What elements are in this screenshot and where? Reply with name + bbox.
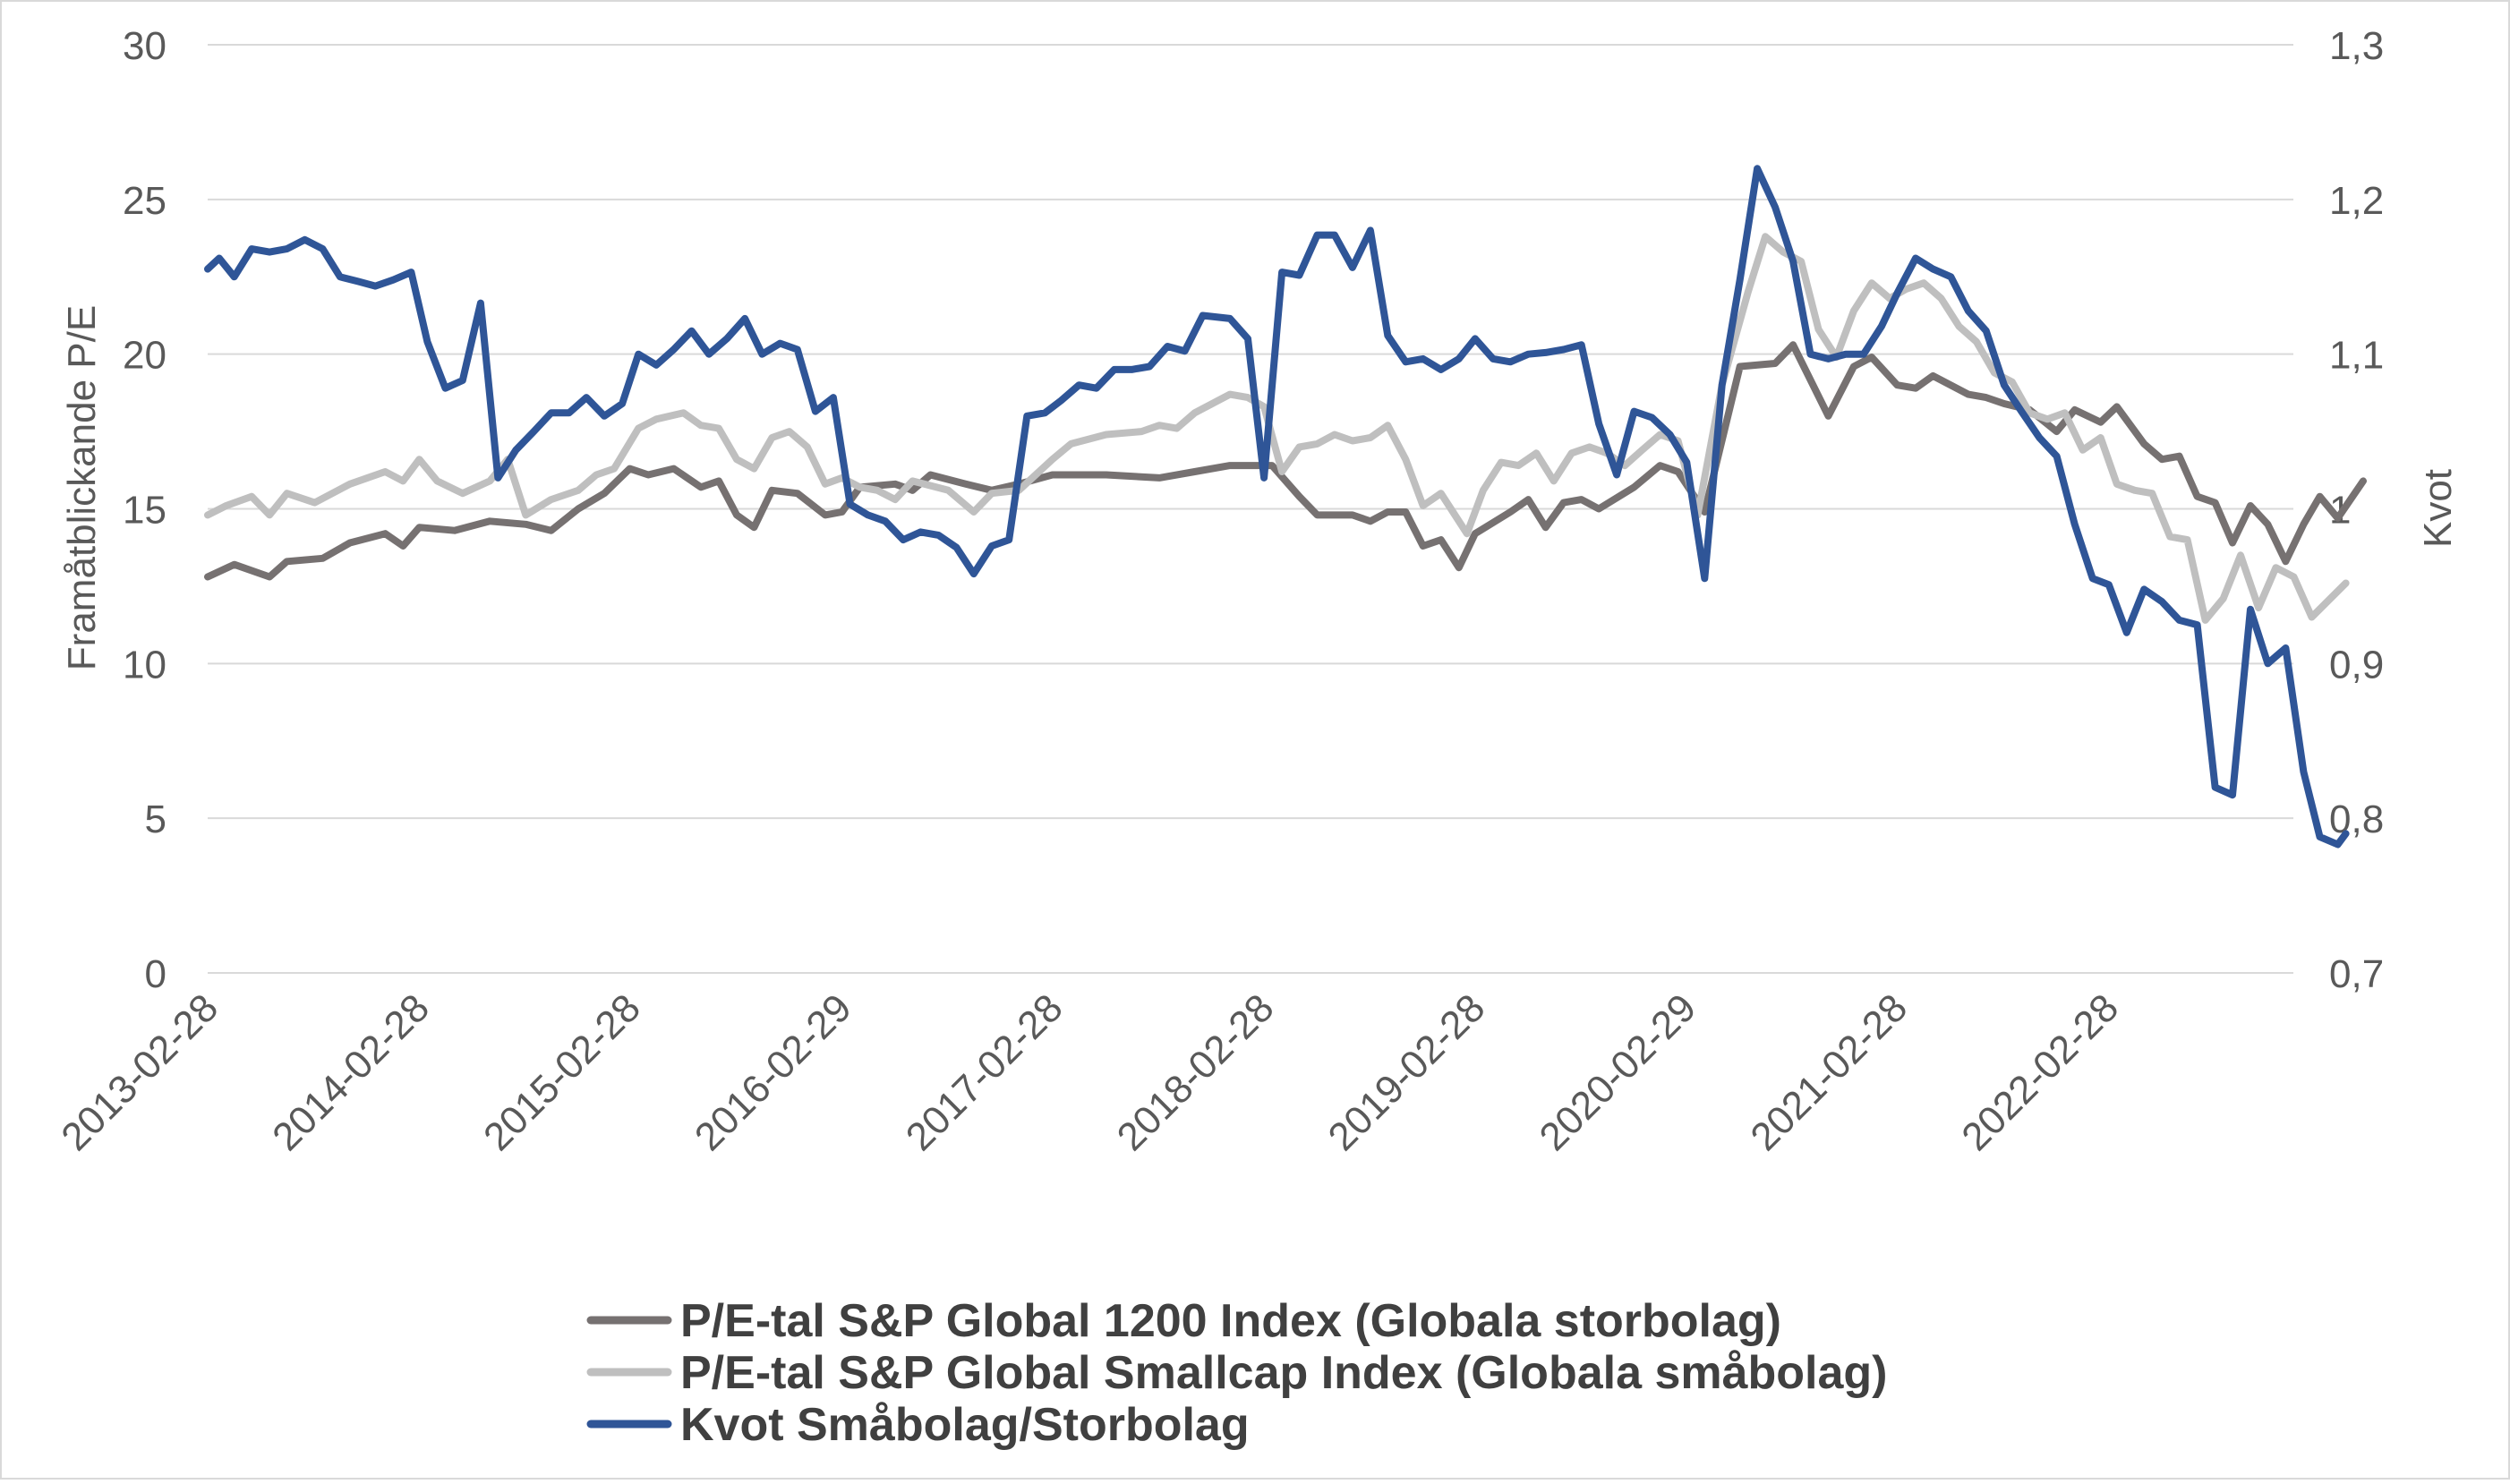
y2-tick-label: 0,9	[2329, 643, 2384, 687]
y-tick-label: 25	[123, 179, 166, 223]
y-axis-title: Framåtblickande P/E	[60, 305, 104, 670]
y-tick-label: 15	[123, 489, 166, 533]
y2-tick-label: 1,3	[2329, 24, 2384, 68]
series-line-3	[204, 165, 2350, 849]
legend: P/E-tal S&P Global 1200 Index (Globala s…	[586, 1295, 1888, 1451]
y-tick-label: 0	[145, 952, 166, 996]
series-lines	[204, 165, 2367, 849]
y2-axis-title: Kvot	[2416, 469, 2460, 548]
y2-tick-label: 0,8	[2329, 797, 2384, 841]
legend-label: Kvot Småbolag/Storbolag	[680, 1399, 1250, 1451]
y-tick-label: 30	[123, 24, 166, 68]
series-line-2	[204, 233, 2350, 624]
series-line-1	[204, 341, 2367, 581]
y-tick-label: 20	[123, 334, 166, 378]
left-axis-ticks: 0 5 10 15 20 25 30	[123, 24, 166, 996]
y2-tick-label: 0,7	[2329, 952, 2384, 996]
y-tick-label: 10	[123, 643, 166, 687]
right-axis-ticks: 0,70,80,911,11,21,3	[2329, 24, 2384, 996]
legend-label: P/E-tal S&P Global 1200 Index (Globala s…	[680, 1295, 1781, 1347]
legend-label: P/E-tal S&P Global Smallcap Index (Globa…	[680, 1347, 1888, 1399]
y2-tick-label: 1,1	[2329, 334, 2384, 378]
y2-tick-label: 1,2	[2329, 179, 2384, 223]
y-tick-label: 5	[145, 797, 166, 841]
